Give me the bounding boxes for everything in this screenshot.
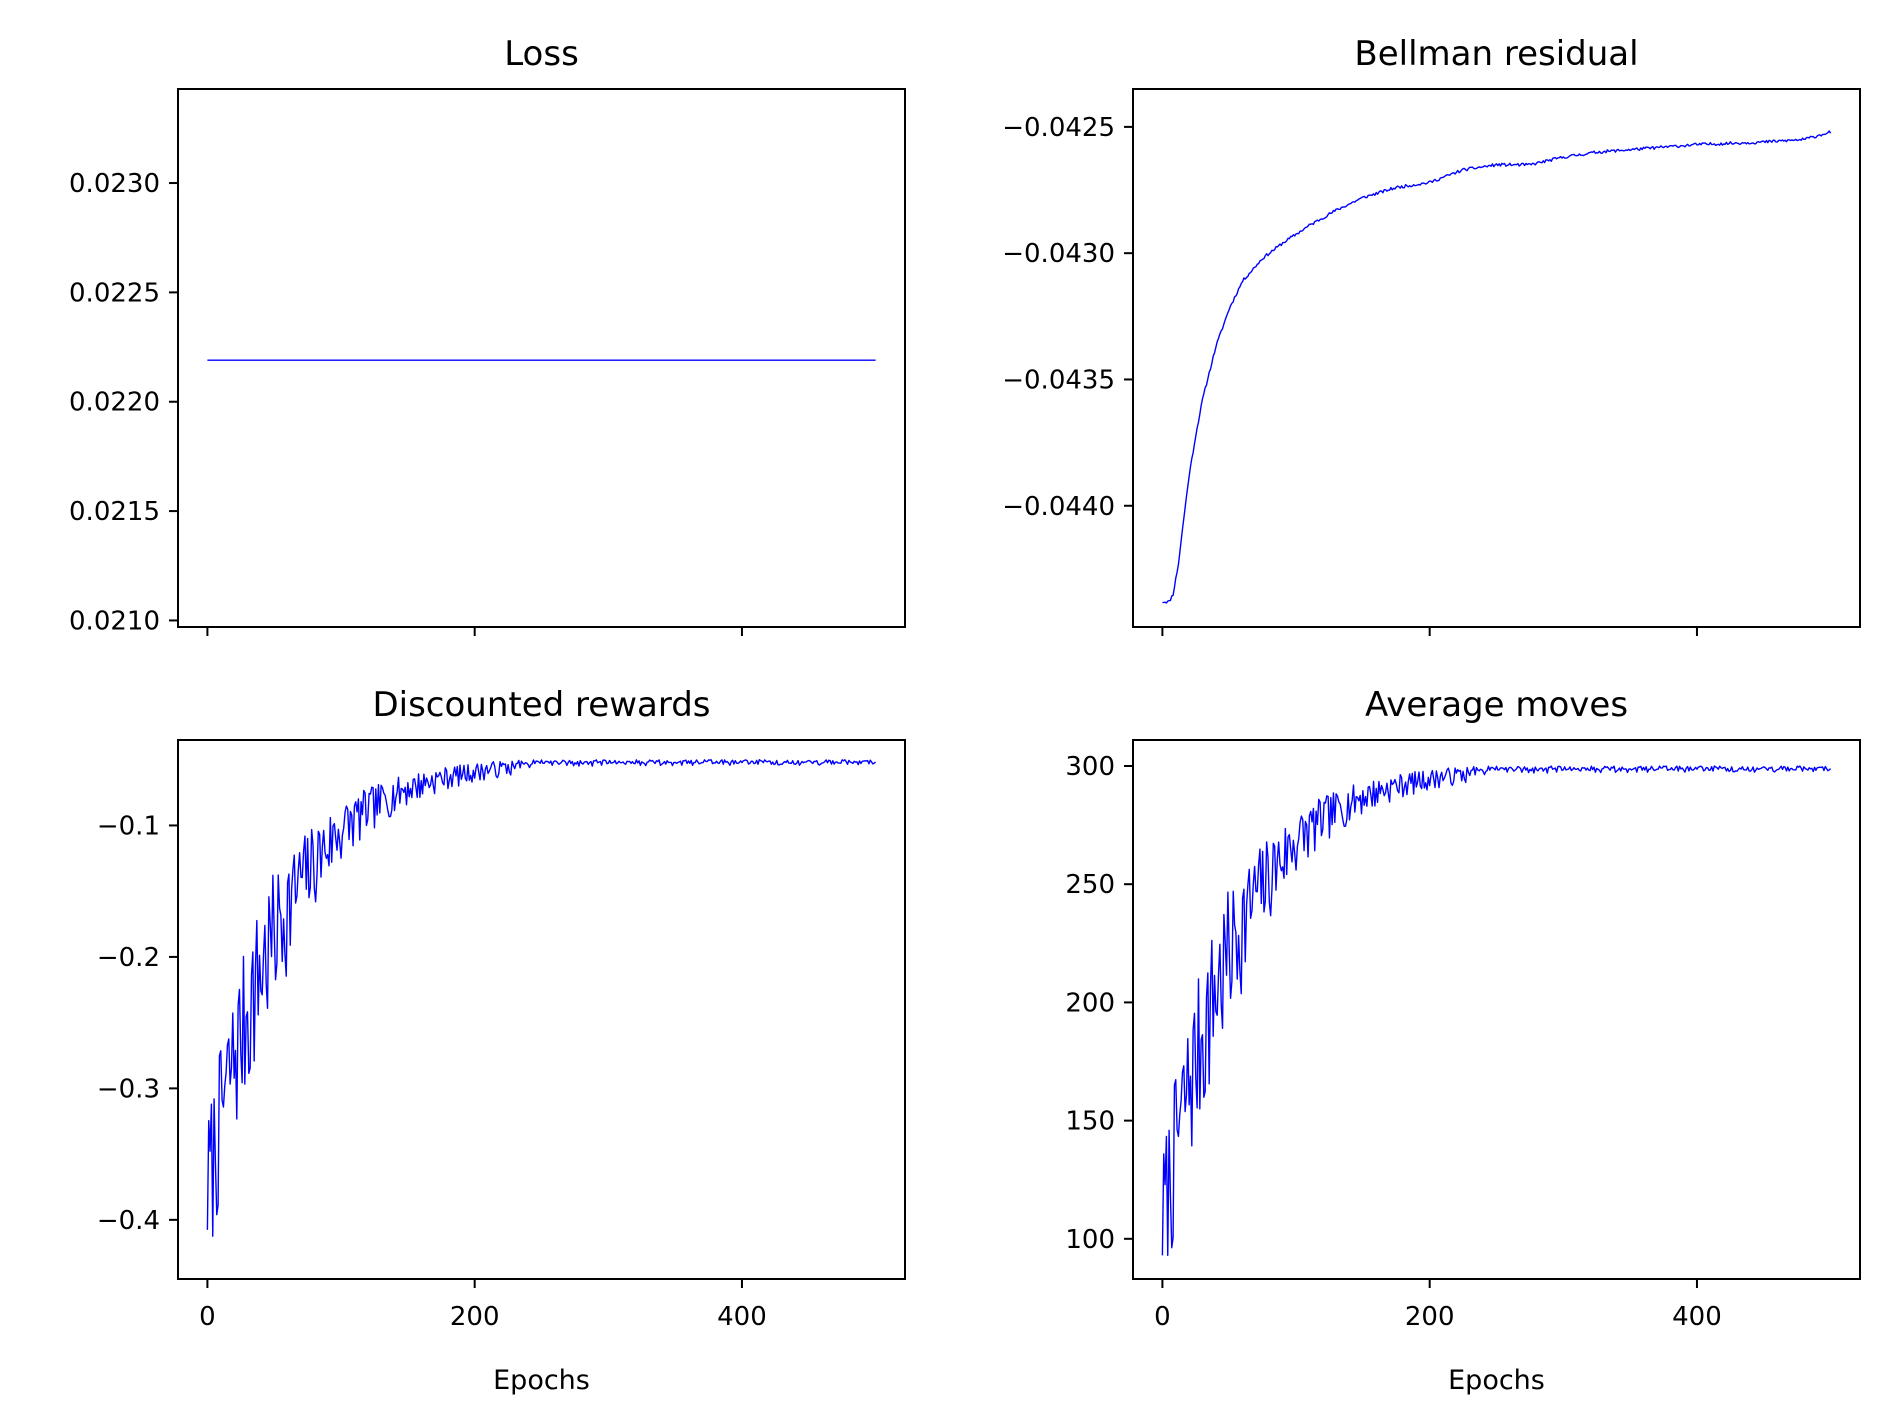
rewards-title: Discounted rewards	[372, 685, 710, 725]
loss-axes-frame	[177, 88, 906, 628]
loss-ytick-label: 0.0215	[69, 497, 160, 527]
moves-ytick-label: 200	[1065, 988, 1115, 1018]
loss-title: Loss	[504, 34, 579, 74]
loss-ytick-label: 0.0210	[69, 606, 160, 636]
rewards-ytick-label: −0.2	[97, 943, 160, 973]
loss-ytick-label: 0.0225	[69, 278, 160, 308]
bellman-ytick-label: −0.0440	[1002, 492, 1115, 522]
moves-xtick-label: 0	[1154, 1302, 1171, 1332]
moves-axes-frame	[1132, 739, 1861, 1280]
rewards-axes-frame	[177, 739, 906, 1280]
moves-ytick-label: 300	[1065, 752, 1115, 782]
moves-xtick-label: 400	[1672, 1302, 1722, 1332]
bellman-axes-frame	[1132, 88, 1861, 628]
rewards-xtick-label: 0	[199, 1302, 216, 1332]
bellman-plot-area: −0.0440 −0.0435 −0.0430 −0.0425	[1002, 88, 1861, 636]
loss-ytick-label: 0.0230	[69, 169, 160, 199]
moves-ytick-label: 100	[1065, 1225, 1115, 1255]
rewards-ytick-label: −0.1	[97, 811, 160, 841]
moves-panel: Average moves Epochs 0 200 400 100 150 200 250…	[1065, 685, 1861, 1396]
rewards-plot-area: 0 200 400 −0.4 −0.3 −0.2 −0.1	[97, 739, 906, 1332]
moves-xtick-label: 200	[1405, 1302, 1455, 1332]
bellman-panel: Bellman residual −0.0440−0.0435−0.0430−0…	[1002, 34, 1861, 636]
loss-plot-area: 0.0210 0.0215 0.0220 0.0225 0.0230	[69, 88, 906, 636]
rewards-ytick-label: −0.3	[97, 1074, 160, 1104]
bellman-title: Bellman residual	[1354, 34, 1638, 74]
moves-title: Average moves	[1365, 685, 1628, 725]
rewards-series-line	[206, 759, 877, 1237]
loss-ytick-label: 0.0220	[69, 388, 160, 418]
moves-ytick-label: 250	[1065, 870, 1115, 900]
moves-series-line	[1161, 765, 1832, 1257]
rewards-xtick-label: 200	[450, 1302, 500, 1332]
rewards-panel: Discounted rewards Epochs 0 200 400 −0.4 −0.…	[97, 685, 906, 1396]
loss-panel: Loss 0.0210 0.0215 0.0220 0.0225 0.0230	[69, 34, 906, 636]
bellman-ytick-label: −0.0435	[1002, 365, 1115, 395]
rewards-xtick-label: 400	[717, 1302, 767, 1332]
moves-xlabel: Epochs	[1448, 1365, 1545, 1396]
bellman-series-line	[1162, 130, 1832, 604]
rewards-ytick-label: −0.4	[97, 1206, 160, 1236]
bellman-ytick-label: −0.0430	[1002, 239, 1115, 269]
moves-ytick-label: 150	[1065, 1107, 1115, 1137]
bellman-ytick-label: −0.0425	[1002, 113, 1115, 143]
rewards-xlabel: Epochs	[493, 1365, 590, 1396]
moves-plot-area: 0 200 400 100 150 200 250 300	[1065, 739, 1861, 1332]
